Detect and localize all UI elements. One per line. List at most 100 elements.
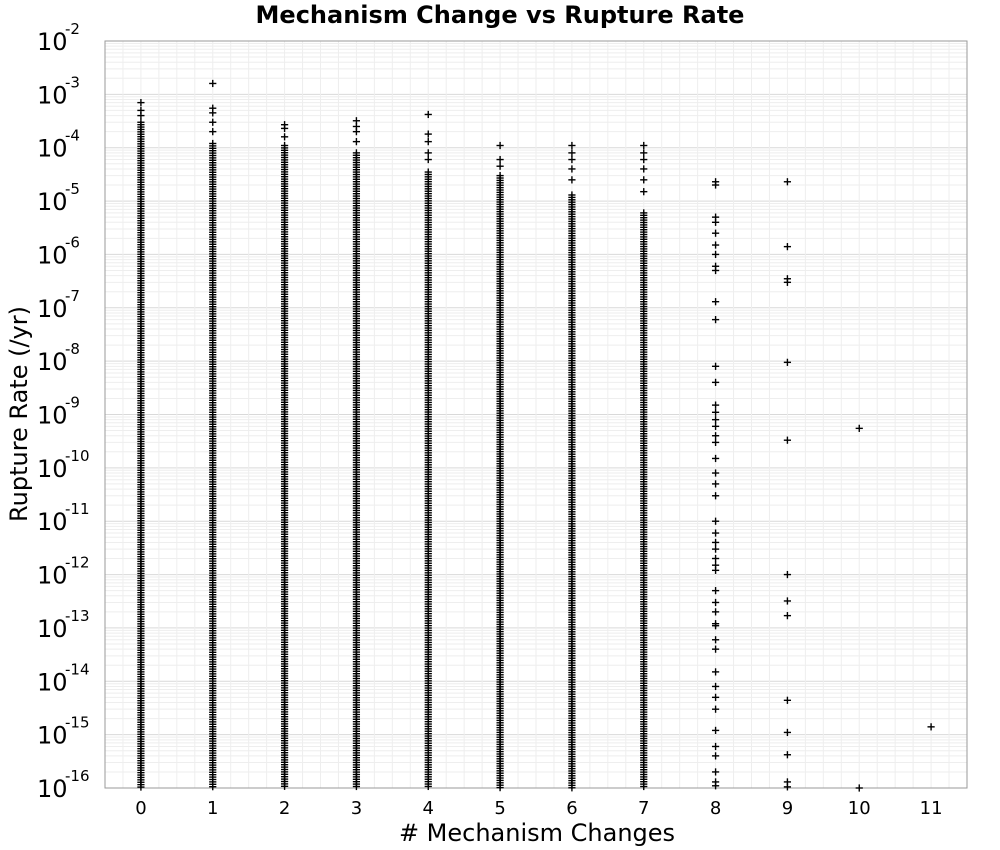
y-tick-base: 10 (37, 562, 68, 590)
data-point (640, 165, 648, 173)
x-tick-label: 2 (279, 798, 290, 819)
data-point (711, 316, 720, 324)
data-point (424, 138, 432, 146)
data-point (209, 128, 217, 136)
y-tick-base: 10 (37, 775, 68, 803)
data-point (711, 362, 720, 370)
data-point (280, 782, 289, 790)
x-tick-label: 10 (848, 798, 871, 819)
data-point (783, 728, 792, 737)
y-tick-exponent: -9 (65, 394, 80, 412)
grid-lines (104, 40, 968, 789)
y-tick-base: 10 (37, 402, 68, 430)
x-tick-label: 6 (566, 798, 577, 819)
data-point (711, 469, 720, 477)
data-point (711, 241, 720, 249)
data-point (783, 243, 792, 251)
plot-frame (104, 40, 968, 789)
data-point (568, 165, 576, 173)
data-point (711, 554, 720, 563)
data-point (137, 99, 145, 107)
data-point (711, 598, 720, 607)
data-point (209, 79, 217, 88)
data-point (711, 705, 720, 713)
y-tick-exponent: -15 (65, 714, 90, 732)
data-point (711, 454, 720, 463)
data-point (209, 109, 217, 117)
y-tick-base: 10 (37, 28, 68, 56)
data-point (711, 682, 720, 691)
data-point (424, 782, 432, 791)
data-point (280, 124, 289, 133)
x-tick-label: 3 (351, 798, 362, 819)
y-tick-exponent: -4 (65, 127, 80, 145)
x-tick-label: 0 (135, 798, 146, 819)
data-point (352, 128, 361, 136)
y-tick-label: 10-6 (37, 233, 80, 269)
data-point (783, 570, 792, 579)
y-tick-label: 10-8 (37, 340, 80, 376)
data-point (711, 432, 720, 440)
data-point (711, 266, 720, 275)
y-tick-base: 10 (37, 455, 68, 483)
data-point (640, 176, 648, 184)
data-point (711, 480, 720, 488)
data-point (496, 162, 504, 170)
x-axis-label: # Mechanism Changes (399, 819, 675, 847)
data-point (927, 723, 935, 731)
y-tick-base: 10 (37, 668, 68, 696)
y-tick-exponent: -13 (65, 607, 90, 625)
y-tick-exponent: -8 (65, 340, 80, 358)
data-point (280, 133, 289, 141)
x-axis-ticks: 0 1 2 3 4 5 6 7 8 9 10 11 (135, 798, 942, 819)
y-tick-exponent: -2 (65, 20, 80, 38)
y-tick-exponent: -6 (65, 233, 80, 251)
y-tick-label: 10-16 (37, 767, 90, 803)
y-tick-label: 10-3 (37, 73, 80, 109)
data-point (783, 178, 792, 186)
y-tick-label: 10-15 (37, 714, 90, 750)
y-tick-exponent: -16 (65, 767, 90, 785)
y-axis-ticks: 10-210-310-410-510-610-710-810-910-1010-… (37, 20, 90, 803)
data-point (783, 696, 792, 704)
data-points (137, 79, 935, 792)
y-tick-base: 10 (37, 188, 68, 216)
x-tick-label: 11 (920, 798, 943, 819)
data-point (711, 181, 720, 189)
data-point (711, 668, 720, 676)
data-point (568, 784, 576, 792)
data-point (783, 751, 792, 759)
data-point (783, 612, 792, 620)
data-point (711, 218, 720, 226)
data-point (640, 782, 648, 791)
data-point (640, 141, 648, 150)
data-point (711, 229, 720, 237)
x-tick-label: 5 (494, 798, 505, 819)
x-tick-label: 7 (638, 798, 649, 819)
y-tick-base: 10 (37, 348, 68, 376)
data-point (424, 130, 432, 138)
x-tick-label: 9 (782, 798, 793, 819)
y-tick-exponent: -11 (65, 500, 90, 518)
data-point (711, 492, 720, 500)
y-tick-exponent: -12 (65, 554, 90, 572)
x-tick-label: 4 (423, 798, 434, 819)
data-point (711, 545, 720, 553)
data-point (424, 155, 432, 164)
y-tick-base: 10 (37, 508, 68, 536)
y-tick-base: 10 (37, 241, 68, 269)
x-tick-label: 8 (710, 798, 721, 819)
data-point (711, 250, 720, 259)
data-point (568, 149, 576, 157)
y-tick-exponent: -10 (65, 447, 90, 465)
data-point (640, 188, 648, 196)
y-tick-label: 10-2 (37, 20, 80, 56)
y-tick-exponent: -7 (65, 287, 80, 305)
data-point (711, 636, 720, 644)
data-point (711, 782, 720, 790)
data-point (783, 597, 792, 605)
data-point (424, 149, 432, 157)
y-tick-exponent: -3 (65, 73, 80, 91)
y-tick-exponent: -5 (65, 180, 80, 198)
